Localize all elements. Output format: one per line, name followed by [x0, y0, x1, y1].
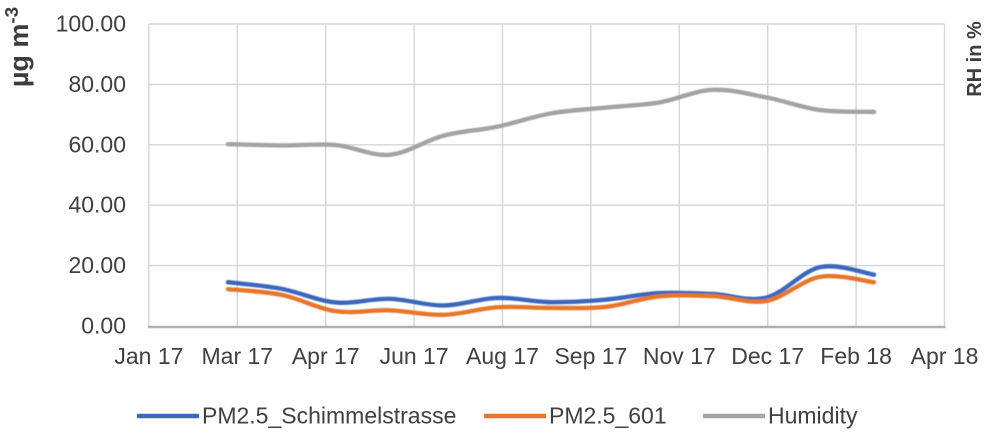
y-axis-tick-labels: 0.00 20.00 40.00 60.00 80.00 100.00 — [56, 11, 126, 339]
left-axis-title: µg m-3 — [2, 7, 35, 87]
x-tick-label: Apr 18 — [911, 343, 979, 369]
x-tick-label: Aug 17 — [466, 343, 539, 369]
legend-label: PM2.5_601 — [549, 403, 667, 429]
y-tick-label: 100.00 — [56, 11, 126, 37]
legend-item-Humidity[interactable]: Humidity — [703, 403, 858, 429]
x-tick-label: Feb 18 — [820, 343, 892, 369]
y-tick-label: 40.00 — [68, 192, 126, 218]
x-tick-label: Dec 17 — [731, 343, 804, 369]
x-axis-tick-labels: Jan 17 Mar 17 Apr 17 Jun 17 Aug 17 Sep 17 Nov … — [114, 343, 978, 369]
legend-label: Humidity — [768, 403, 858, 429]
x-tick-label: Nov 17 — [643, 343, 716, 369]
y-tick-label: 20.00 — [68, 252, 126, 278]
legend-label: PM2.5_Schimmelstrasse — [202, 403, 456, 429]
x-tick-label: Apr 17 — [292, 343, 360, 369]
series-line-Humidity — [225, 87, 877, 158]
y-tick-label: 60.00 — [68, 131, 126, 157]
x-tick-label: Jan 17 — [114, 343, 183, 369]
series-line-PM2.5_601 — [225, 273, 877, 318]
series-lines — [225, 87, 877, 318]
legend-item-PM2.5_Schimmelstrasse[interactable]: PM2.5_Schimmelstrasse — [137, 403, 456, 429]
y-tick-label: 80.00 — [68, 71, 126, 97]
x-tick-label: Jun 17 — [380, 343, 449, 369]
legend-item-PM2.5_601[interactable]: PM2.5_601 — [484, 403, 667, 429]
series-line-PM2.5_Schimmelstrasse — [225, 264, 877, 308]
right-axis-title: RH in % — [964, 21, 986, 97]
y-tick-label: 0.00 — [81, 313, 126, 339]
legend: PM2.5_Schimmelstrasse PM2.5_601 Humidity — [137, 403, 858, 429]
x-tick-label: Sep 17 — [554, 343, 627, 369]
gridlines — [147, 23, 946, 329]
x-tick-label: Mar 17 — [202, 343, 274, 369]
